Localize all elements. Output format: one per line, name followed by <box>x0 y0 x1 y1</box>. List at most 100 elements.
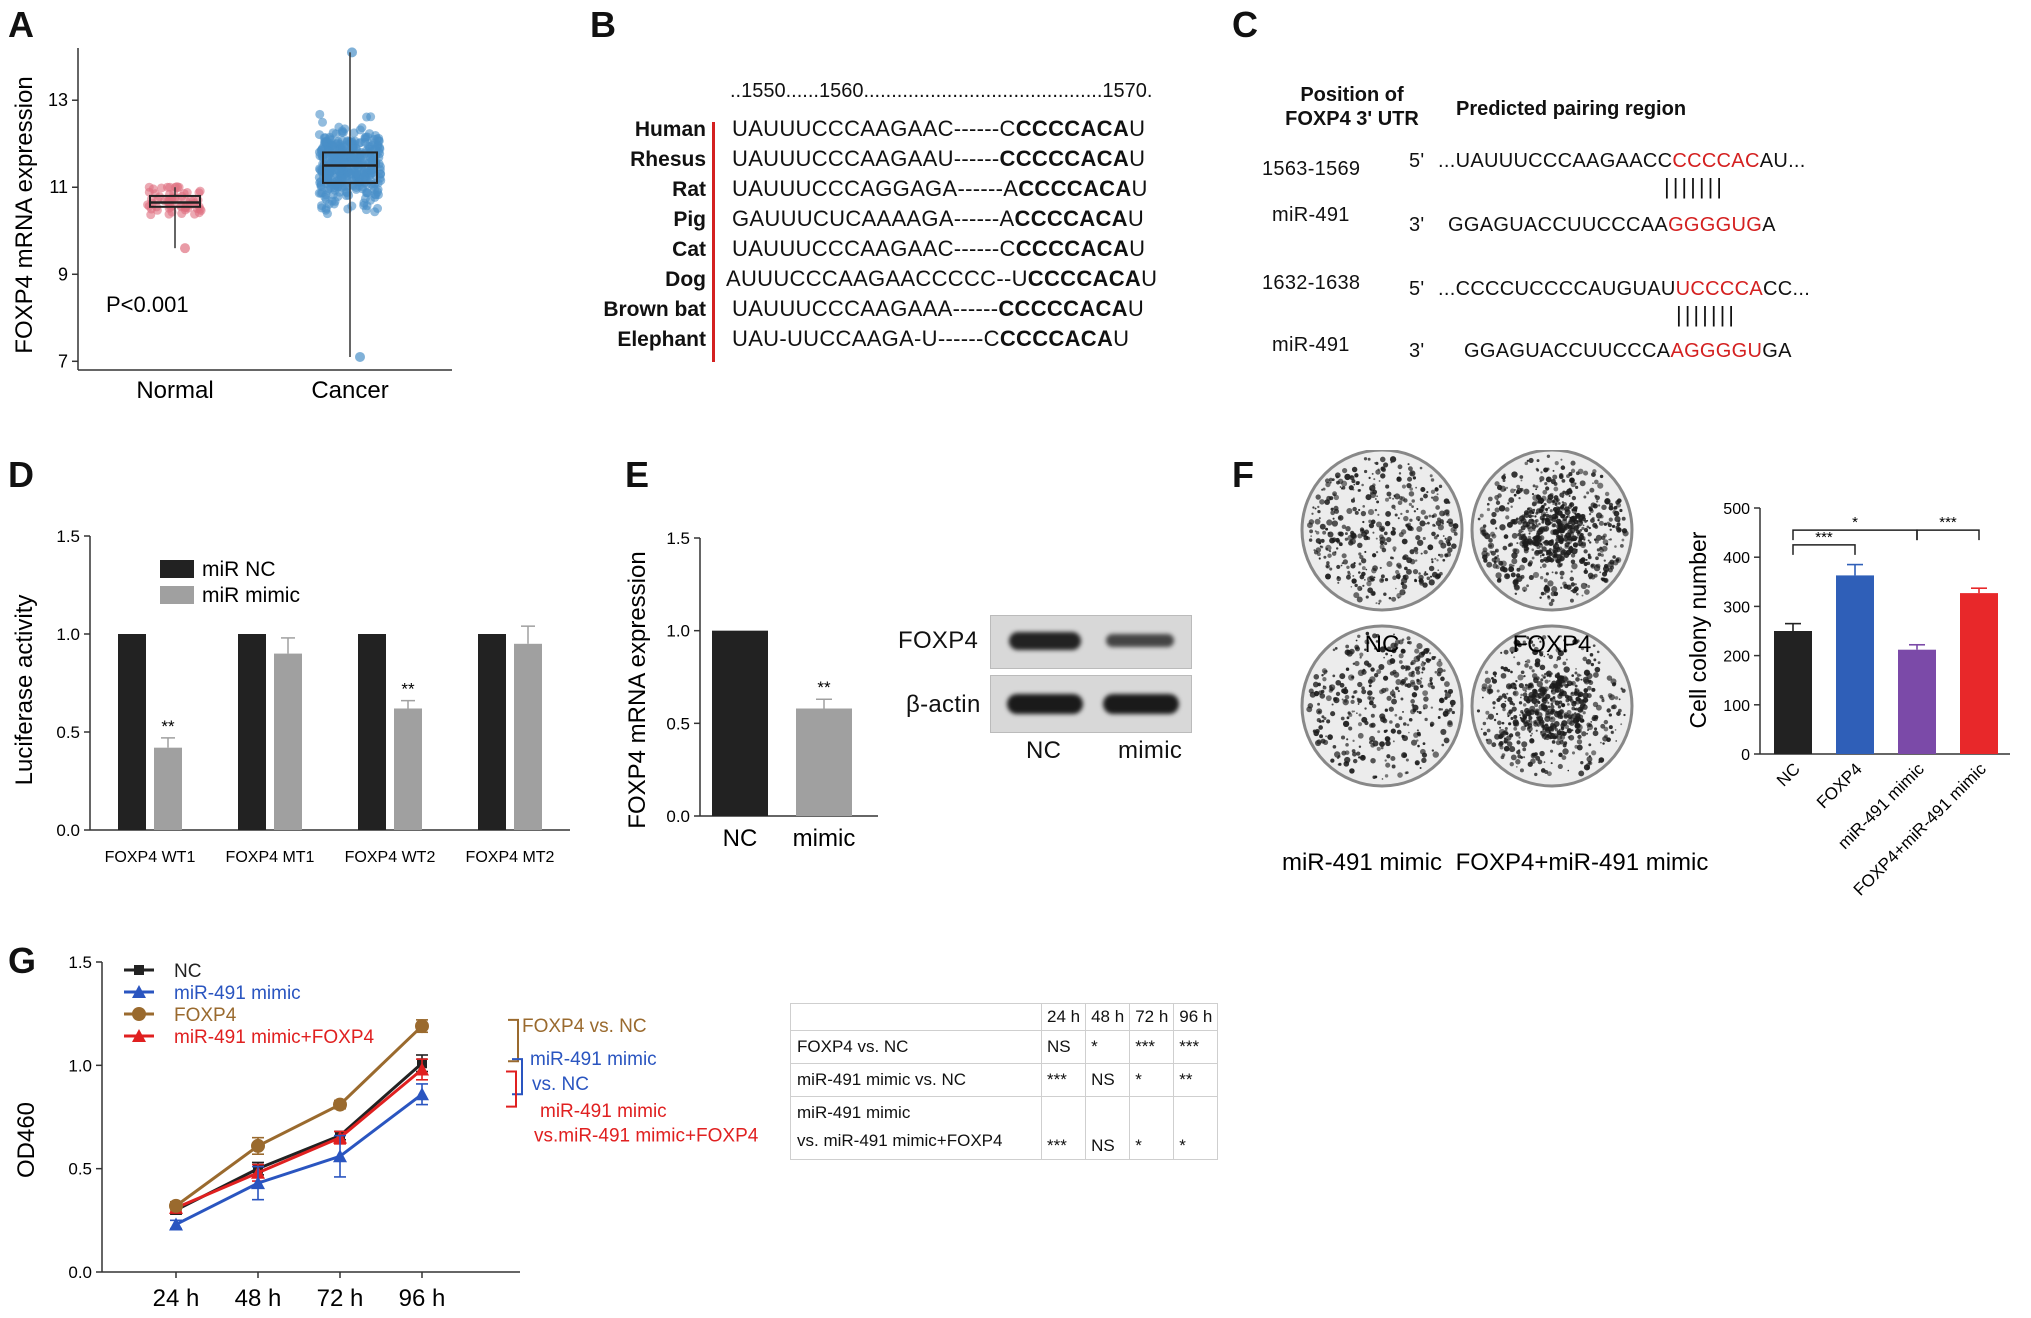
colony <box>1593 658 1597 662</box>
panel-f-ylabel: Cell colony number <box>1685 531 1711 728</box>
colony <box>1486 738 1493 745</box>
colony <box>1540 566 1542 569</box>
colony <box>1481 550 1488 557</box>
colony <box>1498 560 1504 566</box>
colony <box>1513 493 1517 497</box>
g-legend-label-3: miR-491 mimic+FOXP4 <box>174 1027 374 1048</box>
colony <box>1536 676 1540 680</box>
stats-cell: * <box>1129 1096 1175 1160</box>
f-sig-1-label: * <box>1852 514 1858 531</box>
colony <box>1568 518 1572 522</box>
colony <box>1492 706 1496 709</box>
colony <box>1397 517 1400 520</box>
colony <box>1509 745 1516 753</box>
colony <box>1312 681 1319 688</box>
colony <box>1331 703 1334 706</box>
colony <box>1544 679 1549 684</box>
colony <box>1423 572 1427 576</box>
colony <box>1524 683 1528 687</box>
g-annotation-2: vs. NC <box>532 1074 589 1095</box>
panel-e-barchart: 0.0 0.5 1.0 1.5 NC ** mimic FOXP4 mRNA express… <box>624 529 878 852</box>
a-point <box>374 133 384 143</box>
colony <box>1407 476 1413 482</box>
colony <box>1398 716 1403 721</box>
colony <box>1580 542 1586 549</box>
e-xlabel-0: NC <box>723 825 758 852</box>
d-bar-2-1 <box>394 708 422 830</box>
g-xtick-label-0: 24 h <box>153 1285 200 1312</box>
colony <box>1544 482 1548 486</box>
colony <box>1311 512 1314 515</box>
colony <box>1310 535 1313 537</box>
colony <box>1620 723 1623 726</box>
colony <box>1518 496 1521 500</box>
colony <box>1548 680 1551 682</box>
colony <box>1345 743 1349 747</box>
colony <box>1355 481 1360 486</box>
species-label: Rhesus <box>630 148 706 171</box>
site2-mir-label: miR-491 <box>1272 334 1350 356</box>
colony <box>1318 517 1321 520</box>
colony <box>1365 568 1368 571</box>
colony <box>1341 750 1347 756</box>
colony <box>1528 514 1533 519</box>
seq-tail: U <box>1131 176 1148 201</box>
position-ruler: ..1550......1560........................… <box>730 80 1153 102</box>
panel-c-pairing: Position of FOXP4 3' UTR Predicted pairi… <box>1232 70 2022 390</box>
colony <box>1409 518 1413 522</box>
colony <box>1389 456 1397 463</box>
colony <box>1548 514 1552 518</box>
colony <box>1531 556 1535 560</box>
colony <box>1583 495 1587 499</box>
colony <box>1536 494 1542 500</box>
colony <box>1531 752 1536 757</box>
colony <box>1541 651 1544 653</box>
colony <box>1401 752 1408 759</box>
colony <box>1588 526 1591 530</box>
colony <box>1611 704 1617 710</box>
site2-utr-post: CC... <box>1763 278 1811 300</box>
colony <box>1518 529 1523 534</box>
colony <box>1404 683 1409 687</box>
colony <box>1350 563 1356 569</box>
colony <box>1423 696 1429 702</box>
colony <box>1378 525 1386 532</box>
colony <box>1563 534 1568 539</box>
colony <box>1400 496 1406 502</box>
colony <box>1535 485 1539 489</box>
colony <box>1352 506 1357 512</box>
colony <box>1573 517 1577 520</box>
colony <box>1595 556 1599 561</box>
colony <box>1557 563 1562 568</box>
g-line-2 <box>175 1024 424 1208</box>
colony <box>1513 726 1518 731</box>
colony <box>1368 476 1371 480</box>
colony <box>1583 470 1589 476</box>
f-sig-1 <box>1792 529 1918 541</box>
colony <box>1442 710 1449 717</box>
colony <box>1409 487 1414 491</box>
colony <box>1579 699 1585 705</box>
colony <box>1395 686 1399 691</box>
colony <box>1398 639 1404 645</box>
site1-utr: ...UAUUUCCCAAGAACCCCCCACAU... <box>1438 150 1806 173</box>
colony <box>1416 679 1422 685</box>
colony <box>1508 722 1512 726</box>
f-ytick-label-5: 500 <box>1723 501 1750 518</box>
colony <box>1404 566 1408 571</box>
colony <box>1341 698 1344 701</box>
colony <box>1550 539 1554 543</box>
colony <box>1351 695 1355 699</box>
colony <box>1358 508 1361 512</box>
colony <box>1556 549 1559 552</box>
f-sig-2-label: *** <box>1939 514 1957 531</box>
panel-label-b: B <box>590 4 616 45</box>
colony <box>1498 740 1504 746</box>
colony <box>1393 549 1396 552</box>
colony <box>1321 674 1324 677</box>
colony <box>1420 748 1426 755</box>
colony <box>1334 647 1338 650</box>
colony <box>1361 483 1364 487</box>
blot-strip-actin <box>990 675 1192 733</box>
a-xlabel-Normal: Normal <box>136 377 213 400</box>
